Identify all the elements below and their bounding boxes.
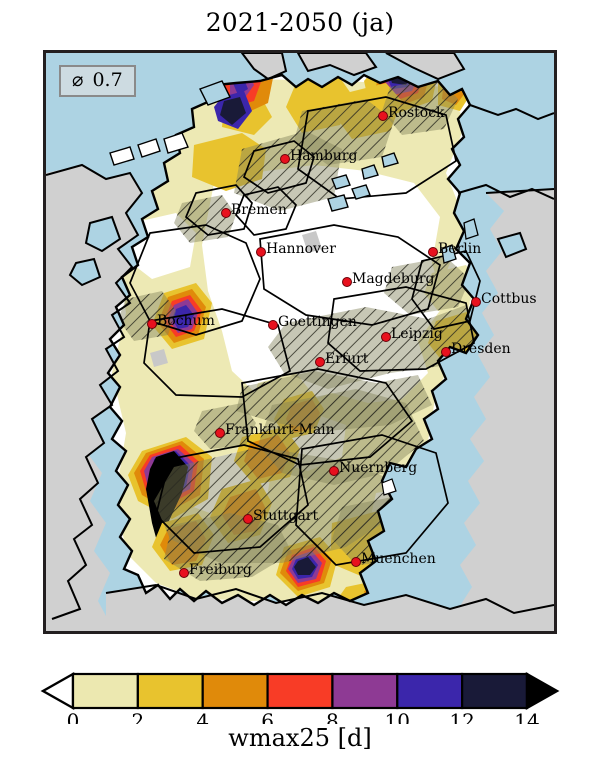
city-label: Goettingen (278, 314, 357, 330)
city-dot-icon (179, 568, 189, 578)
colorbar-over-arrow (525, 671, 560, 711)
city-dot-icon (243, 514, 253, 524)
colorbar-tick-10: 10 (385, 709, 410, 724)
city-label: Bochum (157, 313, 215, 329)
colorbar-axis-label: wmax25 [d] (228, 724, 372, 752)
city-label: Rostock (388, 105, 445, 121)
city-dot-icon (342, 277, 352, 287)
colorbar-band-6 (461, 672, 529, 710)
city-label: Berlin (438, 241, 482, 257)
country-borders (106, 73, 480, 607)
city-dot-icon (147, 319, 157, 329)
city-dot-icon (441, 347, 451, 357)
city-dot-icon (329, 466, 339, 476)
average-value: 0.7 (92, 69, 123, 91)
domain-average-badge: ⌀ 0.7 (59, 65, 136, 97)
city-label: Erfurt (325, 351, 369, 367)
colorbar-tick-0: 0 (67, 709, 80, 724)
colorbar-band-1 (136, 672, 204, 710)
colorbar-band-5 (396, 672, 464, 710)
city-dot-icon (378, 111, 388, 121)
city-dot-icon (351, 557, 361, 567)
colorbar-tick-labels: 0 2 4 6 8 10 12 14 (67, 709, 540, 724)
city-label: Frankfurt-Main (225, 422, 335, 438)
colorbar-bands (40, 671, 560, 711)
colorbar-band-2 (201, 672, 269, 710)
colorbar-tick-6: 6 (261, 709, 274, 724)
colorbar-band-3 (266, 672, 334, 710)
map-panel: ⌀ 0.7 Rostock Hamburg Bremen Hannover Berlin M… (43, 50, 557, 634)
city-dot-icon (315, 357, 325, 367)
city-label: Hannover (266, 241, 336, 257)
neighbour-countries-layer (46, 53, 554, 631)
hatch-mask-layer (118, 77, 478, 581)
city-label: Cottbus (481, 291, 537, 307)
colorbar-band-4 (331, 672, 399, 710)
figure-title: 2021-2050 (ja) (205, 8, 395, 37)
city-dot-icon (256, 247, 266, 257)
city-label: Leipzig (391, 326, 443, 342)
city-dot-icon (428, 247, 438, 257)
islands-layer (109, 80, 479, 496)
colorbar-tick-12: 12 (449, 709, 474, 724)
state-borders (129, 96, 481, 566)
colorbar-panel: 0 2 4 6 8 10 12 14 wmax25 [d] (0, 660, 600, 780)
city-dot-icon (381, 332, 391, 342)
neighbour-coastlines (46, 53, 554, 620)
average-symbol: ⌀ (72, 69, 84, 91)
city-label: Hamburg (290, 148, 358, 164)
city-label: Magdeburg (352, 271, 435, 287)
city-dot-icon (221, 208, 231, 218)
city-label: Stuttgart (253, 508, 319, 524)
map-canvas (46, 53, 554, 631)
city-dot-icon (215, 428, 225, 438)
city-dot-icon (280, 154, 290, 164)
city-label: Nuernberg (339, 460, 418, 476)
colorbar-band-0 (71, 672, 139, 710)
colorbar-under-arrow (40, 671, 75, 711)
colorbar-tick-2: 2 (131, 709, 144, 724)
colorbar-svg: 0 2 4 6 8 10 12 14 (40, 671, 560, 724)
city-label: Freiburg (189, 562, 252, 578)
city-label: Bremen (231, 202, 287, 218)
colorbar-tick-8: 8 (326, 709, 339, 724)
city-label: Dresden (451, 341, 511, 357)
city-label: Muenchen (361, 551, 436, 567)
colorbar-tick-14: 14 (514, 709, 539, 724)
colorbar-tick-4: 4 (196, 709, 209, 724)
city-dot-icon (471, 297, 481, 307)
city-dot-icon (268, 320, 278, 330)
